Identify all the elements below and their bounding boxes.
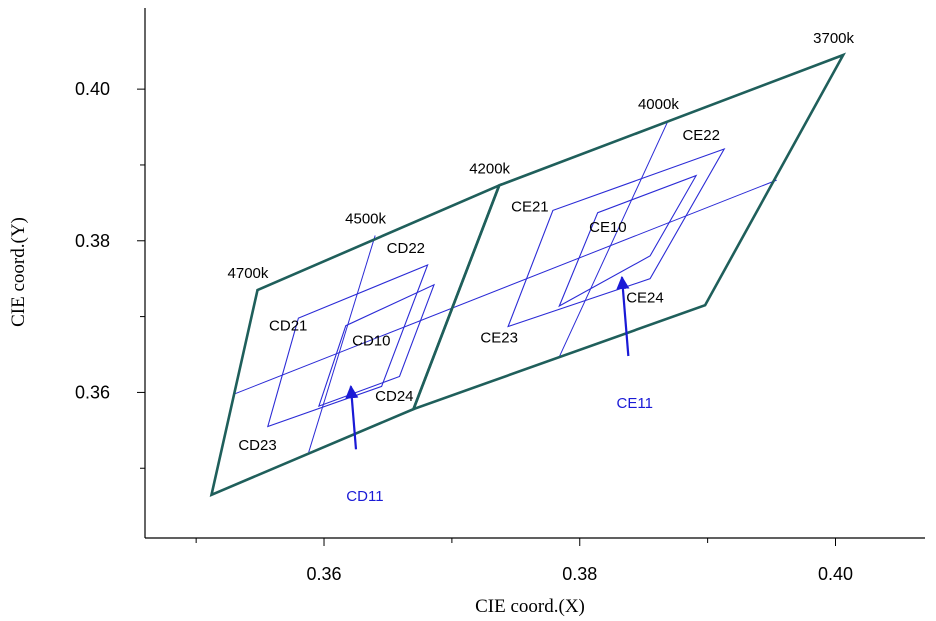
region-label: CD23 bbox=[238, 437, 276, 454]
region-label: CE21 bbox=[511, 198, 549, 215]
subdivision-line bbox=[558, 120, 669, 357]
region-label: CD10 bbox=[352, 333, 390, 350]
y-tick-label: 0.36 bbox=[75, 382, 110, 402]
cct-label: 3700k bbox=[813, 30, 854, 47]
y-axis: 0.36 0.38 0.40 bbox=[75, 8, 146, 538]
subdivision-line bbox=[308, 235, 376, 453]
y-tick-label: 0.40 bbox=[75, 79, 110, 99]
inner-box-cd21-24 bbox=[266, 264, 429, 428]
outer-region-ce bbox=[411, 52, 847, 412]
callout-label: CE11 bbox=[617, 395, 653, 412]
region-label: CE23 bbox=[480, 330, 518, 347]
x-tick-label: 0.36 bbox=[306, 564, 341, 584]
y-tick-label: 0.38 bbox=[75, 231, 110, 251]
inner-box-ce10 bbox=[558, 174, 698, 308]
inner-box-ce21-24 bbox=[507, 147, 726, 328]
callout-arrow bbox=[616, 275, 630, 357]
x-tick-label: 0.38 bbox=[562, 564, 597, 584]
region-label: CD22 bbox=[387, 240, 425, 257]
region-label: CE24 bbox=[626, 289, 664, 306]
x-tick-label: 0.40 bbox=[818, 564, 853, 584]
y-axis-title: CIE coord.(Y) bbox=[8, 217, 29, 327]
x-axis: 0.36 0.38 0.40 bbox=[145, 537, 925, 584]
cct-label: 4500k bbox=[345, 210, 386, 227]
callout-arrow bbox=[345, 385, 359, 450]
cct-label: 4700k bbox=[228, 265, 269, 282]
cct-label: 4000k bbox=[638, 96, 679, 113]
x-axis-title: CIE coord.(X) bbox=[475, 596, 585, 617]
region-label: CE10 bbox=[589, 219, 627, 236]
plot-layer: 4700k 4500k 4200k 4000k 3700k CD21 CD22 CD10 CD2… bbox=[209, 30, 855, 505]
callout-label: CD11 bbox=[346, 488, 383, 505]
cct-label: 4200k bbox=[469, 160, 510, 177]
subdivision-line bbox=[234, 179, 777, 395]
region-label: CD21 bbox=[269, 317, 307, 334]
region-label: CD24 bbox=[375, 388, 413, 405]
inner-box-cd10 bbox=[318, 283, 435, 408]
region-label: CE22 bbox=[682, 127, 720, 144]
